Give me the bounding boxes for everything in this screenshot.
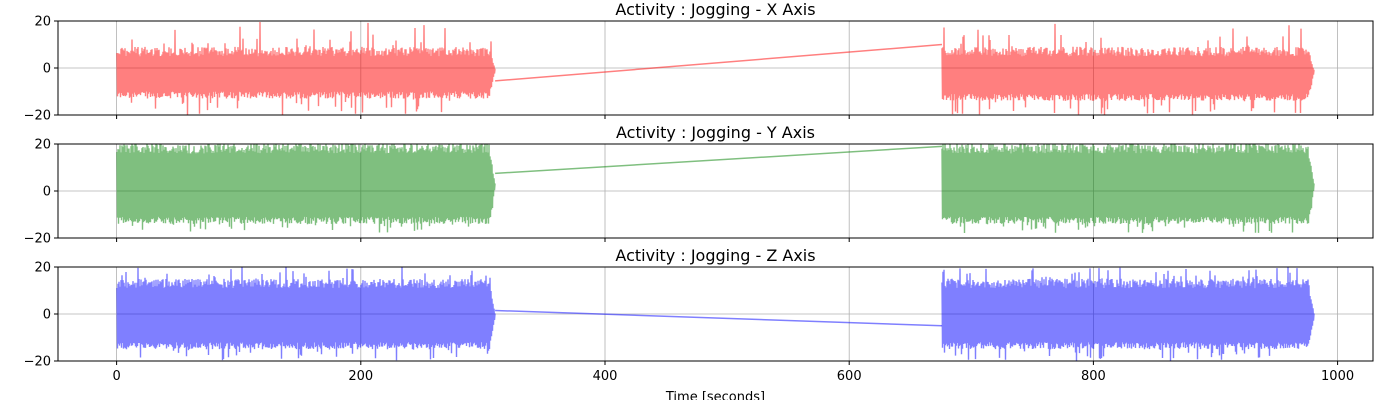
series-segment	[116, 21, 496, 115]
y-tick-label: 0	[43, 308, 51, 323]
chart-title: Activity : Jogging - Y Axis	[616, 123, 815, 142]
series-segment	[941, 144, 1315, 234]
chart-title: Activity : Jogging - X Axis	[615, 0, 815, 19]
x-tick-label: 200	[348, 369, 373, 384]
y-tick-label: 0	[43, 185, 51, 200]
series-segment	[941, 23, 1315, 115]
x-tick-label: 400	[593, 369, 618, 384]
y-tick-label: 20	[34, 138, 51, 153]
series-segment	[116, 267, 496, 361]
y-tick-label: 20	[34, 15, 51, 30]
y-tick-label: −20	[24, 232, 51, 247]
x-tick-label: 600	[837, 369, 862, 384]
panel-2: −20 0 20 Activity : Jogging - Y Axis	[24, 123, 1374, 247]
series-segment	[941, 267, 1315, 361]
y-tick-label: −20	[24, 355, 51, 370]
series-connector	[495, 43, 943, 82]
x-tick-label: 800	[1081, 369, 1106, 384]
series-connector	[495, 145, 943, 175]
y-tick-label: 20	[34, 261, 51, 276]
series-trace	[116, 144, 1315, 234]
x-tick-label: 0	[112, 369, 120, 384]
x-tick-label: 1000	[1321, 369, 1354, 384]
series-segment	[116, 144, 496, 233]
panel-1: −20 0 20 Activity : Jogging - X Axis	[24, 0, 1374, 124]
x-axis-label: Time [seconds]	[665, 390, 765, 400]
series-trace	[116, 267, 1315, 361]
y-tick-label: 0	[43, 62, 51, 77]
series-connector	[495, 309, 943, 327]
y-tick-label: −20	[24, 109, 51, 124]
series-trace	[116, 21, 1315, 115]
chart-title: Activity : Jogging - Z Axis	[615, 246, 815, 265]
